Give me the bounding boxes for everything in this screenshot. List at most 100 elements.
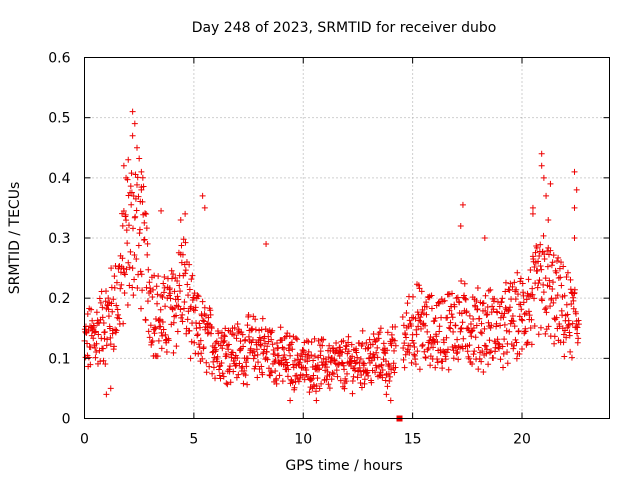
- data-point-plus: [527, 266, 534, 273]
- data-point-plus: [509, 313, 516, 320]
- data-point-plus: [358, 384, 365, 391]
- data-point-plus: [458, 310, 465, 317]
- data-point-plus: [568, 354, 575, 361]
- data-point-plus: [194, 332, 201, 339]
- data-point-plus: [388, 342, 395, 349]
- data-point-plus: [125, 156, 132, 163]
- data-point-plus: [282, 356, 289, 363]
- data-point-plus: [531, 295, 538, 302]
- data-point-plus: [505, 308, 512, 315]
- data-point-plus: [571, 204, 578, 211]
- data-point-plus: [123, 266, 130, 273]
- data-point-plus: [446, 324, 453, 331]
- data-point-plus: [135, 242, 142, 249]
- data-point-plus: [567, 348, 574, 355]
- data-point-plus: [289, 379, 296, 386]
- data-point-plus: [529, 210, 536, 217]
- data-point-plus: [88, 306, 95, 313]
- data-point-plus: [207, 311, 214, 318]
- data-point-plus: [359, 327, 366, 334]
- y-tick-label: 0.3: [48, 231, 70, 247]
- data-point-plus: [177, 216, 184, 223]
- data-point-plus: [441, 297, 448, 304]
- data-point-plus: [175, 296, 182, 303]
- data-point-plus: [244, 381, 251, 388]
- data-point-plus: [496, 341, 503, 348]
- data-point-plus: [370, 351, 377, 358]
- data-point-plus: [316, 385, 323, 392]
- data-point-plus: [159, 293, 166, 300]
- data-point-plus: [540, 281, 547, 288]
- data-point-plus: [187, 355, 194, 362]
- data-point-plus: [119, 255, 126, 262]
- data-point-plus: [537, 263, 544, 270]
- data-point-plus: [216, 363, 223, 370]
- data-point-plus: [120, 265, 127, 272]
- data-point-plus: [107, 385, 114, 392]
- data-point-plus: [244, 355, 251, 362]
- data-point-plus: [249, 336, 256, 343]
- data-point-plus: [170, 349, 177, 356]
- data-point-plus: [337, 377, 344, 384]
- data-point-plus: [547, 303, 554, 310]
- data-point-plus: [215, 330, 222, 337]
- data-point-plus: [540, 174, 547, 181]
- data-point-plus: [343, 378, 350, 385]
- data-point-plus: [439, 358, 446, 365]
- data-point-plus: [257, 342, 264, 349]
- data-point-plus: [229, 349, 236, 356]
- data-point-plus: [97, 358, 104, 365]
- data-point-plus: [431, 337, 438, 344]
- data-point-plus: [313, 388, 320, 395]
- data-point-plus: [534, 284, 541, 291]
- data-point-plus: [555, 254, 562, 261]
- data-point-plus: [90, 335, 97, 342]
- x-tick-label: 15: [404, 432, 422, 448]
- data-point-plus: [226, 363, 233, 370]
- data-point-plus: [366, 355, 373, 362]
- data-point-plus: [124, 240, 131, 247]
- data-point-plus: [526, 312, 533, 319]
- data-point-plus: [478, 358, 485, 365]
- data-point-plus: [532, 249, 539, 256]
- data-point-plus: [185, 292, 192, 299]
- data-point-plus: [570, 297, 577, 304]
- data-point-plus: [140, 237, 147, 244]
- data-point-plus: [553, 314, 560, 321]
- data-point-plus: [85, 327, 92, 334]
- data-point-plus: [129, 284, 136, 291]
- data-point-plus: [196, 320, 203, 327]
- data-point-plus: [460, 335, 467, 342]
- data-point-plus: [113, 279, 120, 286]
- data-point-plus: [466, 312, 473, 319]
- data-point-plus: [539, 297, 546, 304]
- data-point-plus: [317, 348, 324, 355]
- data-point-plus: [376, 329, 383, 336]
- data-point-plus: [407, 342, 414, 349]
- data-point-plus: [519, 346, 525, 353]
- data-point-plus: [436, 328, 443, 335]
- data-point-plus: [365, 344, 372, 351]
- data-point-plus: [329, 369, 336, 376]
- data-point-plus: [469, 327, 476, 334]
- data-point-plus: [146, 279, 153, 286]
- data-point-plus: [311, 335, 318, 342]
- data-point-plus: [219, 370, 226, 377]
- data-point-plus: [86, 323, 93, 330]
- data-point-plus: [367, 350, 374, 357]
- data-point-plus: [446, 307, 453, 314]
- data-point-plus: [575, 321, 582, 328]
- data-point-plus: [461, 280, 468, 287]
- data-point-plus: [233, 362, 240, 369]
- data-point-plus: [313, 397, 320, 404]
- data-point-plus: [225, 341, 232, 348]
- data-point-plus: [365, 372, 372, 379]
- data-point-plus: [110, 296, 117, 303]
- data-point-plus: [339, 349, 346, 356]
- data-point-plus: [489, 303, 496, 310]
- data-point-plus: [345, 333, 352, 340]
- data-point-plus: [263, 241, 270, 248]
- data-point-plus: [208, 325, 215, 332]
- data-point-plus: [240, 343, 247, 350]
- data-point-plus: [548, 262, 555, 269]
